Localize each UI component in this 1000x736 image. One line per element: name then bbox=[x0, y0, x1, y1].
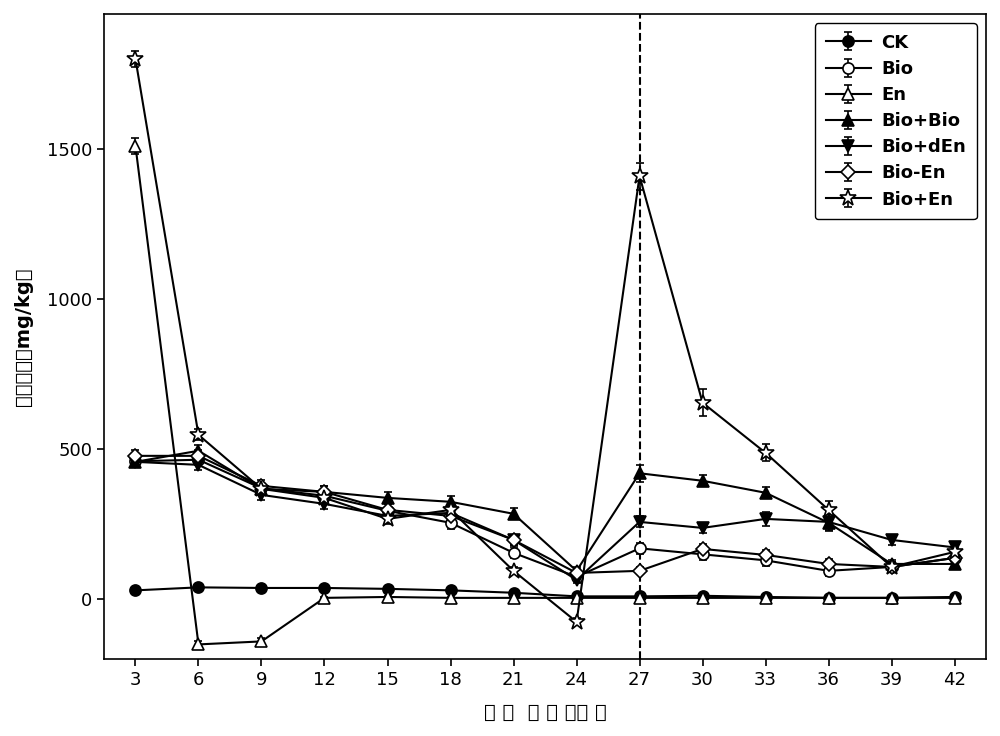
Legend: CK, Bio, En, Bio+Bio, Bio+dEn, Bio-En, Bio+En: CK, Bio, En, Bio+Bio, Bio+dEn, Bio-En, B… bbox=[815, 23, 977, 219]
Y-axis label: 降解速率（mg/kg）: 降解速率（mg/kg） bbox=[14, 267, 33, 406]
X-axis label: 处 理  时 间 （天 ）: 处 理 时 间 （天 ） bbox=[484, 703, 606, 722]
